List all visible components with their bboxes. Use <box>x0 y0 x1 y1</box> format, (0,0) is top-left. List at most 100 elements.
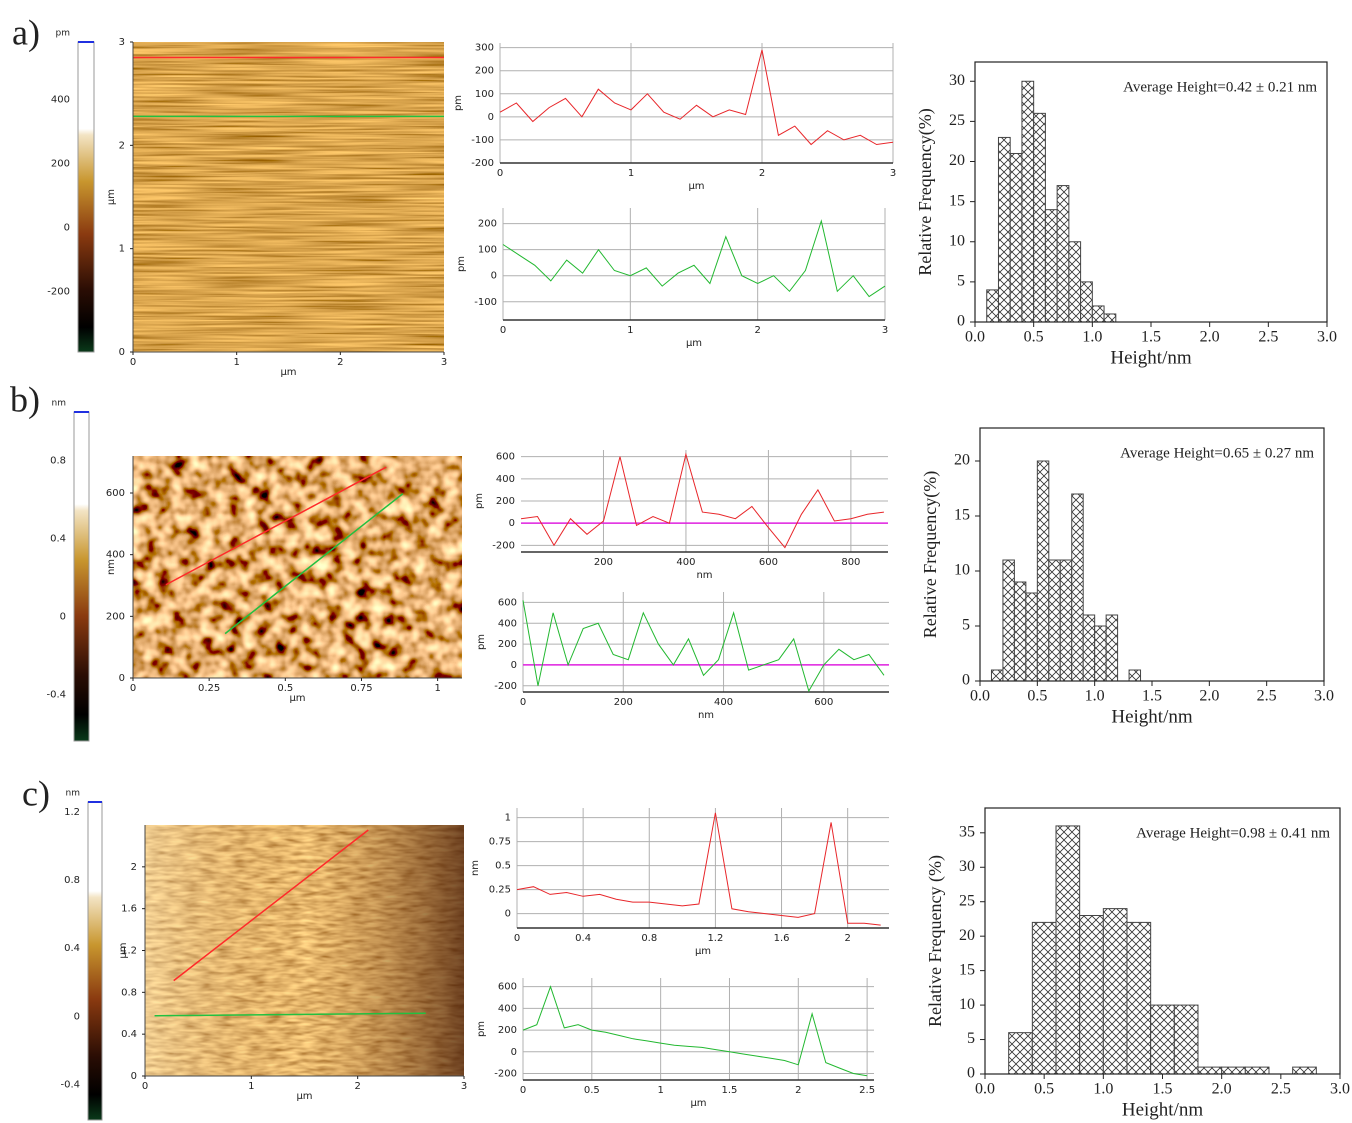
y-tick-label: 400 <box>498 618 517 629</box>
bar <box>1244 1066 1270 1075</box>
x-axis-label: Height/nm <box>1122 1099 1203 1120</box>
bar <box>986 289 999 323</box>
x-tick-label: 1 <box>628 168 634 179</box>
x-axis-label: Height/nm <box>1111 706 1192 727</box>
y-tick-label: 35 <box>959 823 975 840</box>
y-tick-label: 0 <box>119 673 125 684</box>
y-axis-label: pm <box>456 256 467 272</box>
bar <box>1128 669 1142 682</box>
colorbar-unit: nm <box>52 399 66 409</box>
x-tick-label: 3.0 <box>1330 1081 1350 1098</box>
y-tick-label: -200 <box>47 286 70 297</box>
y-tick-label: 0 <box>488 112 494 123</box>
x-tick-label: 2.0 <box>1212 1081 1232 1098</box>
bar <box>1025 592 1038 682</box>
profile <box>522 985 868 1077</box>
afm-image <box>133 456 462 678</box>
x-tick-label: 0.8 <box>641 933 657 944</box>
y-tick-label: 0.4 <box>121 1029 137 1040</box>
panel-label: a) <box>12 12 40 52</box>
bar <box>1009 152 1023 323</box>
y-tick-label: 1.2 <box>64 807 80 818</box>
y-tick-label: 100 <box>475 89 494 100</box>
y-tick-label: 200 <box>498 1025 517 1036</box>
y-tick-label: 15 <box>949 192 965 209</box>
x-tick-label: 2 <box>754 325 760 336</box>
x-tick-label: 2 <box>337 357 343 368</box>
bar <box>1008 1032 1033 1075</box>
x-tick-label: 2.5 <box>1271 1081 1291 1098</box>
x-tick-label: 0.0 <box>975 1081 995 1098</box>
bar <box>1197 1066 1223 1075</box>
x-tick-label: 2 <box>844 933 850 944</box>
y-tick-label: 200 <box>51 158 70 169</box>
y-axis-label: Relative Frequency(%) <box>920 471 941 638</box>
profile <box>499 49 894 146</box>
y-tick-label: 2 <box>131 862 137 873</box>
afm-shading <box>145 825 464 1076</box>
bar <box>1292 1066 1317 1075</box>
x-tick-label: 400 <box>714 697 733 708</box>
y-axis-label: nm <box>106 559 117 575</box>
bar <box>1048 559 1061 682</box>
x-tick-label: 0.5 <box>584 1085 600 1096</box>
x-tick-label: 0 <box>497 168 503 179</box>
x-tick-label: 2.5 <box>1258 329 1278 346</box>
x-tick-label: 0 <box>520 697 526 708</box>
y-tick-label: 200 <box>106 611 125 622</box>
y-tick-label: 0.4 <box>50 534 66 545</box>
y-axis-label: pm <box>476 1021 487 1037</box>
x-tick-label: 0 <box>520 1085 526 1096</box>
x-tick-label: 0 <box>130 357 136 368</box>
bar <box>1126 921 1152 1075</box>
x-tick-label: 3 <box>882 325 888 336</box>
x-tick-label: 1 <box>627 325 633 336</box>
annotation: Average Height=0.98 ± 0.41 nm <box>1136 825 1330 841</box>
x-axis-label: nm <box>696 570 712 581</box>
y-tick-label: 0.75 <box>489 837 511 848</box>
colorbar <box>77 41 95 353</box>
y-axis-label: µm <box>106 189 117 205</box>
bar <box>1082 614 1096 682</box>
annotation: Average Height=0.65 ± 0.27 nm <box>1120 445 1314 461</box>
x-tick-label: 1.0 <box>1082 329 1102 346</box>
x-tick-label: 1 <box>233 357 239 368</box>
y-tick-label: 20 <box>954 452 970 469</box>
y-tick-label: 200 <box>475 66 494 77</box>
y-tick-label: 200 <box>496 496 515 507</box>
x-tick-label: 3.0 <box>1317 329 1337 346</box>
y-tick-label: 25 <box>949 112 965 129</box>
x-tick-label: 0.75 <box>350 683 372 694</box>
y-tick-label: -100 <box>471 135 494 146</box>
x-tick-label: 0 <box>142 1081 148 1092</box>
x-axis-label: µm <box>695 946 711 957</box>
y-tick-label: 0 <box>957 313 965 330</box>
bar <box>1221 1066 1246 1075</box>
bar <box>1079 915 1104 1075</box>
y-tick-label: 15 <box>959 961 975 978</box>
bar <box>1036 460 1050 682</box>
bar <box>1103 313 1117 323</box>
x-tick-label: 1.5 <box>722 1085 738 1096</box>
y-tick-label: 0.5 <box>495 861 511 872</box>
x-axis-label: µm <box>289 693 305 704</box>
x-tick-label: 600 <box>814 697 833 708</box>
y-tick-label: 0 <box>509 518 515 529</box>
x-tick-label: 800 <box>841 557 860 568</box>
y-tick-label: 0.8 <box>64 875 80 886</box>
x-tick-label: 1.5 <box>1153 1081 1173 1098</box>
y-tick-label: 5 <box>962 617 970 634</box>
y-tick-label: 0 <box>962 672 970 689</box>
y-tick-label: 10 <box>949 232 965 249</box>
y-tick-label: 200 <box>478 219 497 230</box>
annotation: Average Height=0.42 ± 0.21 nm <box>1123 79 1317 95</box>
x-tick-label: 3.0 <box>1314 688 1334 705</box>
y-tick-label: -200 <box>492 540 515 551</box>
bar <box>1013 581 1027 682</box>
profile <box>502 219 886 298</box>
bar <box>1021 80 1035 323</box>
y-tick-label: 5 <box>957 273 965 290</box>
y-axis-label: µm <box>118 942 129 958</box>
colorbar-unit: nm <box>66 789 80 799</box>
